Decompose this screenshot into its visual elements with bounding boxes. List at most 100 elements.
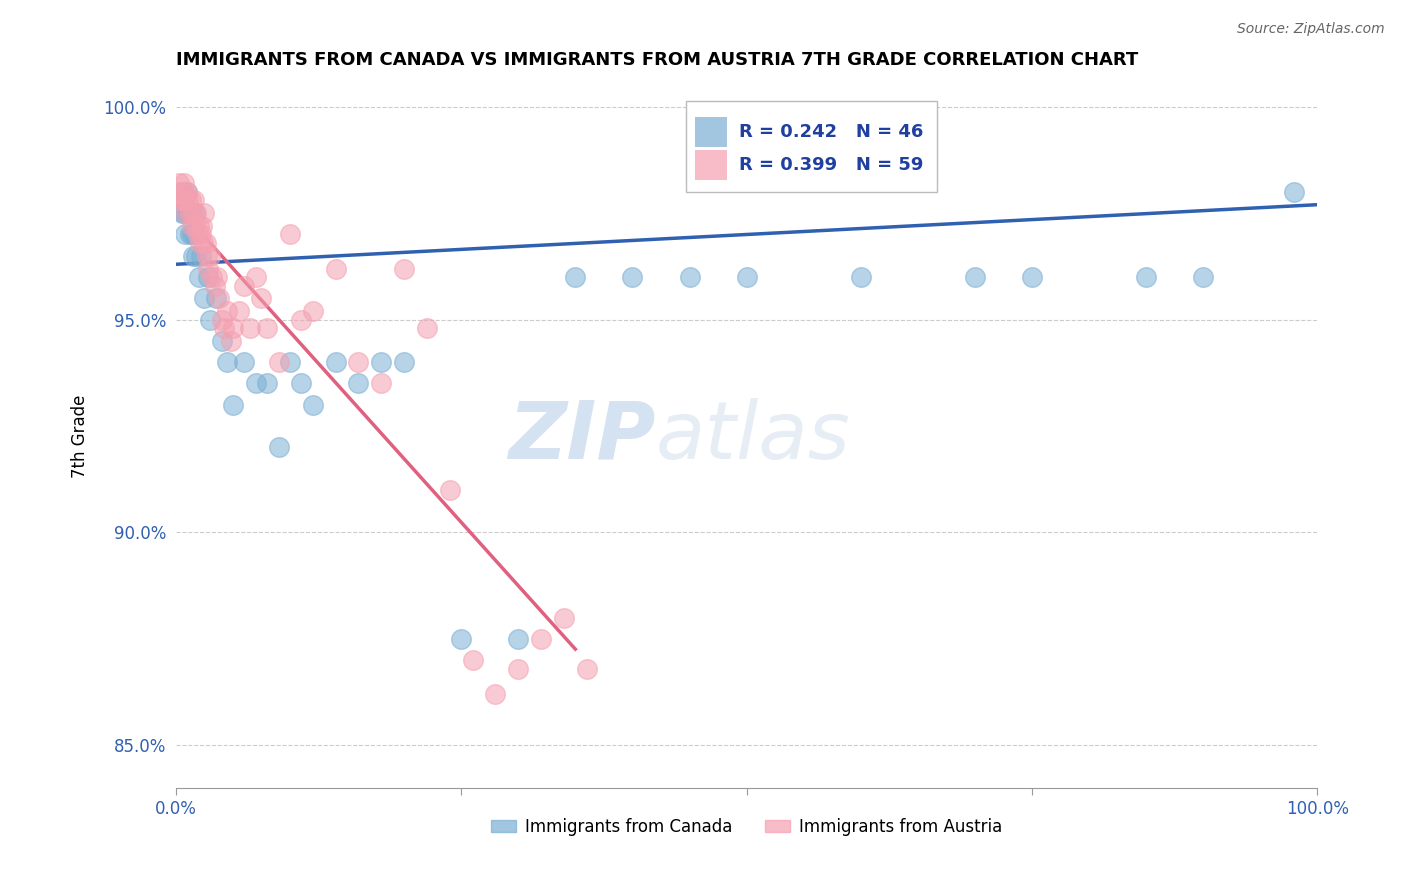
- Point: [174, 206, 197, 220]
- Point: [450, 632, 472, 646]
- Point: [392, 261, 415, 276]
- Point: [186, 206, 208, 220]
- Point: [1135, 270, 1157, 285]
- Point: [508, 632, 530, 646]
- Point: [245, 376, 267, 391]
- Text: IMMIGRANTS FROM CANADA VS IMMIGRANTS FROM AUSTRIA 7TH GRADE CORRELATION CHART: IMMIGRANTS FROM CANADA VS IMMIGRANTS FRO…: [176, 51, 1137, 69]
- Point: [186, 227, 208, 242]
- Point: [301, 398, 323, 412]
- Point: [553, 610, 575, 624]
- Point: [170, 185, 193, 199]
- Point: [188, 235, 211, 250]
- Point: [267, 440, 290, 454]
- Point: [201, 270, 224, 285]
- Point: [278, 355, 301, 369]
- Point: [290, 376, 312, 391]
- Point: [484, 687, 506, 701]
- FancyBboxPatch shape: [695, 150, 727, 179]
- Point: [194, 235, 217, 250]
- Point: [211, 334, 233, 348]
- Point: [1284, 185, 1306, 199]
- Point: [621, 270, 644, 285]
- Point: [347, 355, 370, 369]
- Point: [849, 270, 872, 285]
- Point: [564, 270, 586, 285]
- Point: [167, 185, 190, 199]
- Point: [197, 261, 219, 276]
- Point: [184, 219, 207, 233]
- Point: [530, 632, 553, 646]
- Point: [177, 194, 200, 208]
- Point: [233, 278, 256, 293]
- Point: [217, 355, 239, 369]
- Text: R = 0.399   N = 59: R = 0.399 N = 59: [738, 156, 922, 174]
- Point: [169, 177, 191, 191]
- Point: [290, 312, 312, 326]
- Point: [169, 194, 191, 208]
- Point: [172, 194, 194, 208]
- Point: [204, 278, 226, 293]
- Point: [256, 376, 278, 391]
- Point: [176, 185, 198, 199]
- Point: [212, 321, 235, 335]
- Point: [184, 206, 207, 220]
- Point: [392, 355, 415, 369]
- Point: [174, 206, 197, 220]
- Point: [250, 291, 273, 305]
- FancyBboxPatch shape: [686, 101, 938, 193]
- Point: [172, 185, 194, 199]
- Y-axis label: 7th Grade: 7th Grade: [72, 395, 89, 478]
- Point: [191, 219, 214, 233]
- Point: [325, 355, 347, 369]
- Point: [170, 206, 193, 220]
- Text: atlas: atlas: [655, 398, 851, 475]
- Point: [183, 227, 205, 242]
- Point: [180, 206, 202, 220]
- Point: [186, 249, 208, 263]
- Point: [197, 270, 219, 285]
- Point: [439, 483, 461, 497]
- Point: [179, 206, 201, 220]
- Point: [190, 249, 212, 263]
- Point: [195, 249, 218, 263]
- Text: R = 0.242   N = 46: R = 0.242 N = 46: [738, 123, 922, 141]
- Point: [735, 270, 758, 285]
- Point: [183, 194, 205, 208]
- FancyBboxPatch shape: [695, 117, 727, 146]
- Point: [370, 355, 392, 369]
- Point: [177, 206, 200, 220]
- Point: [461, 653, 484, 667]
- Point: [228, 304, 250, 318]
- Point: [180, 219, 202, 233]
- Point: [239, 321, 262, 335]
- Point: [222, 398, 245, 412]
- Point: [1021, 270, 1043, 285]
- Point: [187, 270, 209, 285]
- Point: [181, 206, 204, 220]
- Point: [370, 376, 392, 391]
- Point: [180, 194, 202, 208]
- Point: [1192, 270, 1215, 285]
- Point: [325, 261, 347, 276]
- Point: [233, 355, 256, 369]
- Point: [187, 219, 209, 233]
- Point: [217, 304, 239, 318]
- Point: [245, 270, 267, 285]
- Point: [508, 662, 530, 676]
- Point: [193, 235, 215, 250]
- Point: [575, 662, 598, 676]
- Legend: Immigrants from Canada, Immigrants from Austria: Immigrants from Canada, Immigrants from …: [485, 812, 1008, 843]
- Point: [174, 194, 197, 208]
- Point: [301, 304, 323, 318]
- Point: [347, 376, 370, 391]
- Point: [181, 249, 204, 263]
- Point: [174, 227, 197, 242]
- Point: [193, 206, 215, 220]
- Point: [267, 355, 290, 369]
- Point: [198, 312, 221, 326]
- Point: [205, 270, 228, 285]
- Point: [193, 291, 215, 305]
- Point: [179, 227, 201, 242]
- Point: [176, 185, 198, 199]
- Point: [173, 177, 195, 191]
